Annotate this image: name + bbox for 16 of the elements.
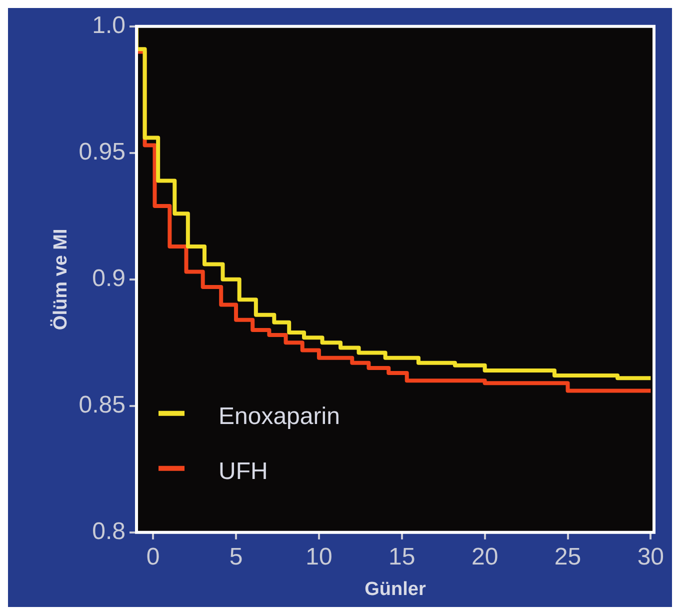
x-tick-label: 30 [637,543,664,570]
y-tick-label: 0.9 [92,265,126,292]
legend-label: Enoxaparin [218,403,340,430]
x-tick-label: 5 [229,543,243,570]
x-tick-label: 15 [388,543,416,570]
y-tick-label: 1.0 [92,12,126,40]
x-tick-label: 0 [146,543,160,570]
x-tick-label: 25 [554,543,582,570]
y-tick-label: 0.95 [78,138,126,166]
y-tick-label: 0.8 [92,518,126,546]
x-tick-label: 10 [306,543,332,570]
y-axis-title: Ölüm ve MI [50,228,72,330]
x-axis-title: Günler [364,578,426,600]
legend-label: UFH [218,458,268,486]
y-tick-label: 0.85 [78,392,126,419]
x-tick-label: 20 [471,543,498,570]
